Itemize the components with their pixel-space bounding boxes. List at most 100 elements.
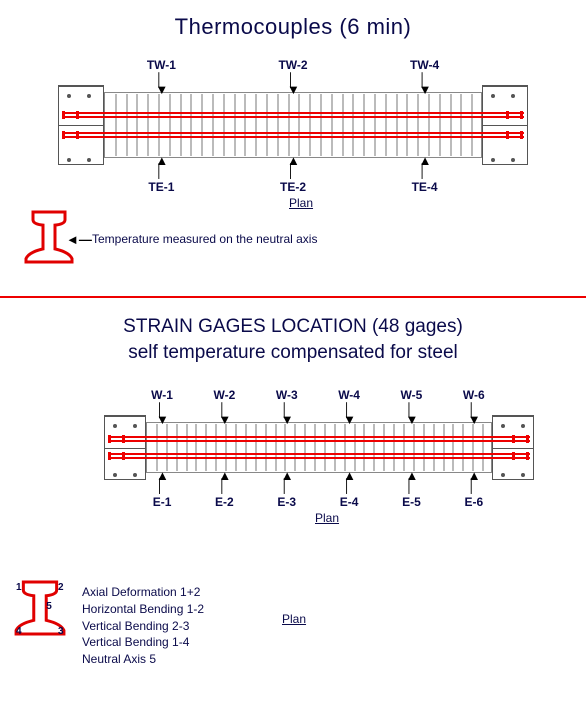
rail-tick xyxy=(526,452,529,460)
legend-item: Horizontal Bending 1-2 xyxy=(82,601,204,618)
gauge-label: E-4 xyxy=(329,495,369,509)
rail-tick xyxy=(108,435,111,443)
rail-line xyxy=(108,436,530,438)
end-plate xyxy=(104,415,146,480)
sleeper xyxy=(284,424,286,471)
sleeper xyxy=(275,424,277,471)
gauge-label: TE-1 xyxy=(141,180,181,194)
sleeper xyxy=(423,424,425,471)
sleeper xyxy=(201,94,203,156)
gauge-label: W-2 xyxy=(204,388,244,402)
end-plate xyxy=(482,85,528,165)
sleeper xyxy=(428,94,430,156)
sleeper xyxy=(277,94,279,156)
arrow-down-icon: │▼ xyxy=(218,405,231,425)
sleeper xyxy=(471,94,473,156)
gauge-label: E-3 xyxy=(267,495,307,509)
sleeper xyxy=(334,424,336,471)
rail-tick xyxy=(506,111,509,119)
sleeper xyxy=(205,424,207,471)
rail-line xyxy=(62,136,524,138)
rail-line xyxy=(62,132,524,134)
arrow-up-icon: ▲│ xyxy=(218,471,231,491)
sleeper xyxy=(225,424,227,471)
sleeper xyxy=(156,424,158,471)
rail-tick xyxy=(122,452,125,460)
sleeper xyxy=(288,94,290,156)
sleeper xyxy=(166,424,168,471)
rail-tick xyxy=(526,435,529,443)
sleeper xyxy=(383,424,385,471)
gauge-label: TE-2 xyxy=(273,180,313,194)
gauge-label: W-6 xyxy=(454,388,494,402)
arrow-down-icon: │▼ xyxy=(287,75,300,95)
sleeper xyxy=(462,424,464,471)
sleeper xyxy=(212,94,214,156)
sleeper xyxy=(396,94,398,156)
rail-line xyxy=(62,112,524,114)
arrow-up-icon: ▲│ xyxy=(281,471,294,491)
sleeper xyxy=(158,94,160,156)
sleeper xyxy=(373,424,375,471)
end-plate xyxy=(58,85,104,165)
sleeper xyxy=(354,424,356,471)
rail-line xyxy=(62,116,524,118)
section-divider xyxy=(0,296,586,298)
arrow-up-icon: ▲│ xyxy=(287,156,300,176)
gauge-label: W-4 xyxy=(329,388,369,402)
rail-profile-numbered-icon: .gn{font:700 10px Arial;fill:#0a0a4a} 1 … xyxy=(14,580,66,641)
plan-label-sg-legend: Plan xyxy=(282,612,306,626)
sleeper xyxy=(309,94,311,156)
gauge-label: TW-1 xyxy=(141,58,181,72)
gauge-label: E-5 xyxy=(391,495,431,509)
sleeper xyxy=(393,424,395,471)
sleeper xyxy=(433,424,435,471)
sleeper xyxy=(363,94,365,156)
sleeper xyxy=(265,424,267,471)
svg-text:3: 3 xyxy=(58,626,64,636)
rail-tick xyxy=(520,111,523,119)
arrow-up-icon: ▲│ xyxy=(419,156,432,176)
sleeper xyxy=(443,424,445,471)
arrow-down-icon: │▼ xyxy=(156,405,169,425)
sleeper xyxy=(126,94,128,156)
sleeper xyxy=(452,424,454,471)
sleeper xyxy=(115,94,117,156)
sleeper xyxy=(169,94,171,156)
sleeper xyxy=(439,94,441,156)
rail-tick xyxy=(76,131,79,139)
legend-item: Axial Deformation 1+2 xyxy=(82,584,204,601)
thermocouples-diagram: TW-1TW-2TW-4│▼│▼│▼TE-1TE-2TE-4▲│▲│▲│Plan xyxy=(58,90,528,160)
sleeper xyxy=(344,424,346,471)
sleeper xyxy=(482,424,484,471)
gauge-label: W-3 xyxy=(267,388,307,402)
strain-gages-section: STRAIN GAGES LOCATION (48 gages) self te… xyxy=(0,316,586,364)
gauge-label: TW-4 xyxy=(405,58,445,72)
sleeper xyxy=(255,94,257,156)
sleeper xyxy=(223,94,225,156)
sleeper xyxy=(342,94,344,156)
sleeper xyxy=(266,94,268,156)
sleeper xyxy=(417,94,419,156)
sleeper xyxy=(234,94,236,156)
rail-tick xyxy=(62,111,65,119)
svg-text:2: 2 xyxy=(58,582,64,593)
strain-gage-legend: Axial Deformation 1+2 Horizontal Bending… xyxy=(82,584,204,668)
arrow-up-icon: ▲│ xyxy=(155,156,168,176)
rail-tick xyxy=(520,131,523,139)
end-plate xyxy=(492,415,534,480)
sleeper xyxy=(186,424,188,471)
gauge-label: TE-4 xyxy=(405,180,445,194)
gauge-label: W-5 xyxy=(391,388,431,402)
sleeper xyxy=(176,424,178,471)
sleeper xyxy=(450,94,452,156)
sleeper xyxy=(352,94,354,156)
sleeper xyxy=(374,94,376,156)
rail-tick xyxy=(108,452,111,460)
sleeper xyxy=(255,424,257,471)
arrow-up-icon: ▲│ xyxy=(343,471,356,491)
sleeper xyxy=(190,94,192,156)
rail-tick xyxy=(506,131,509,139)
arrow-up-icon: ▲│ xyxy=(468,471,481,491)
arrow-down-icon: │▼ xyxy=(468,405,481,425)
